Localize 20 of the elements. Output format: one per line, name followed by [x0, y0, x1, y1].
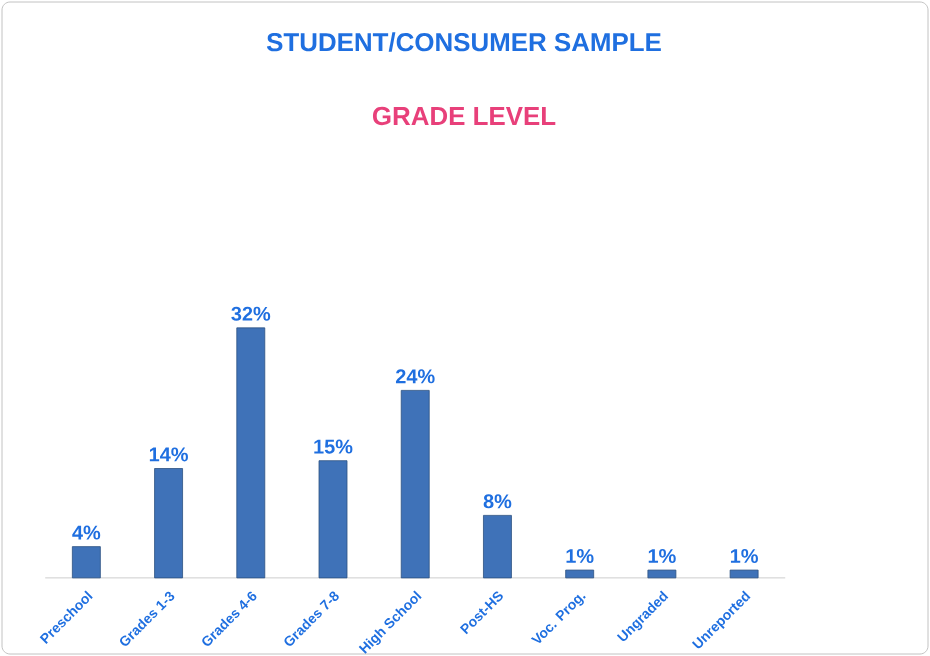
data-label: 1%	[566, 548, 594, 564]
chart-subtitle: GRADE LEVEL	[372, 106, 556, 126]
data-label: 15%	[314, 439, 353, 454]
bar	[483, 514, 512, 579]
bar	[647, 569, 677, 579]
data-label: 32%	[231, 306, 271, 321]
data-label: 14%	[149, 447, 188, 462]
bar	[400, 389, 430, 579]
bar	[318, 460, 348, 579]
data-label: 1%	[648, 548, 676, 564]
bar	[729, 569, 759, 579]
data-label: 24%	[395, 369, 435, 384]
bar	[154, 468, 183, 579]
data-label: 8%	[483, 494, 512, 509]
data-label: 4%	[72, 525, 101, 540]
bar	[565, 569, 595, 579]
bar	[236, 327, 266, 579]
chart-title: STUDENT/CONSUMER SAMPLE	[266, 32, 661, 52]
data-label: 1%	[730, 548, 758, 564]
bar	[71, 546, 101, 579]
